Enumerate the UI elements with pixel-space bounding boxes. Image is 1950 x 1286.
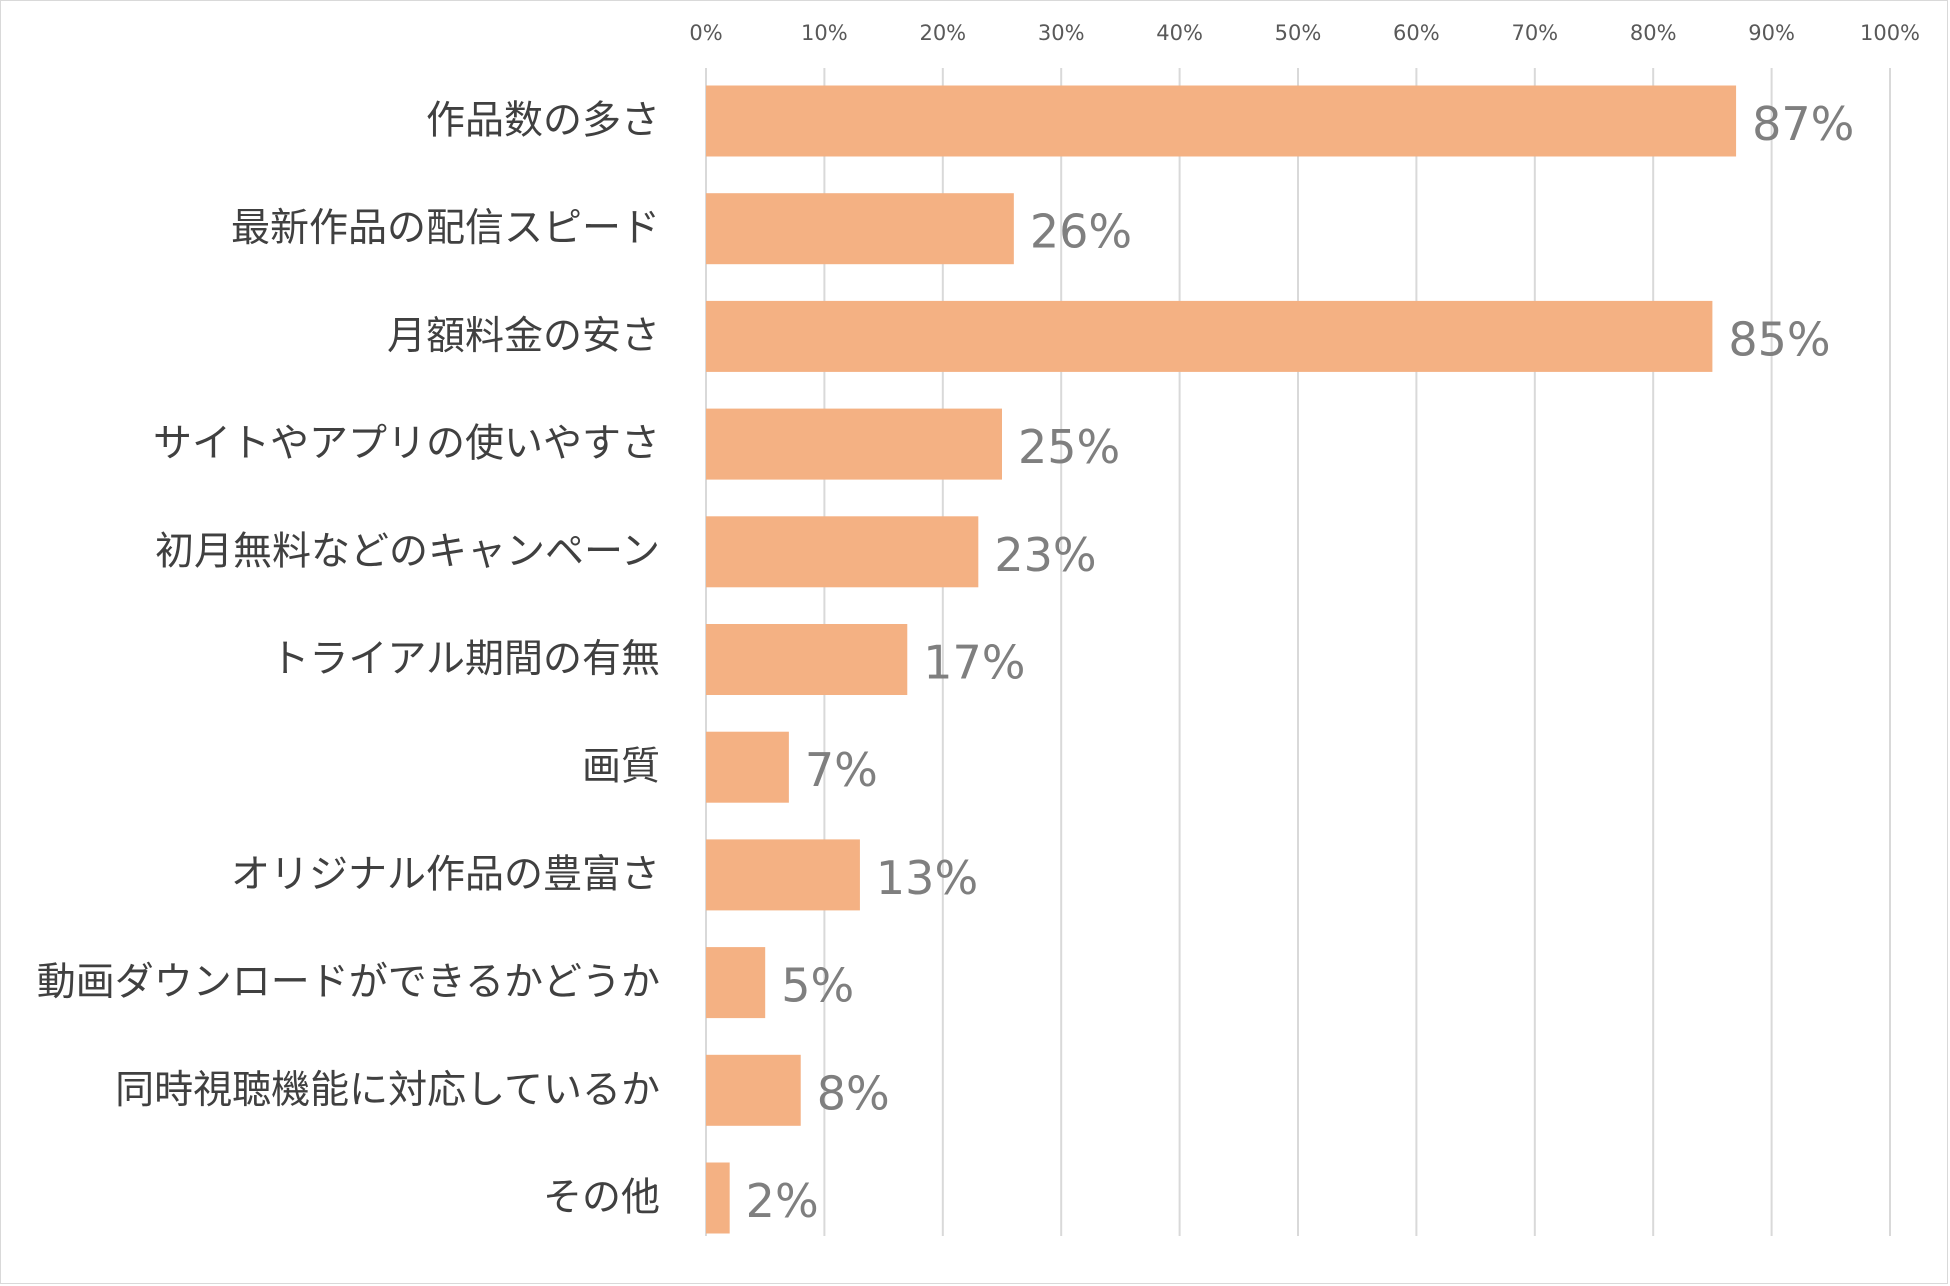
x-tick-label: 10% [801, 21, 848, 45]
data-label: 87% [1752, 97, 1854, 151]
bars [706, 85, 1737, 1234]
x-tick-label: 0% [689, 21, 722, 45]
data-label: 17% [923, 636, 1025, 690]
data-label: 85% [1728, 312, 1830, 366]
data-label: 2% [746, 1174, 819, 1228]
category-label: 画質 [582, 745, 660, 790]
category-label: 作品数の多さ [426, 99, 660, 144]
x-tick-label: 20% [919, 21, 966, 45]
data-labels: 87% 26% 85% 25% 23% 17% 7% 13% 5% 8% 2% [746, 97, 1855, 1228]
x-tick-label: 70% [1511, 21, 1558, 45]
category-label: 動画ダウンロードができるかどうか [37, 960, 660, 1005]
bar [706, 300, 1713, 372]
category-label: 同時視聴機能に対応しているか [115, 1068, 660, 1113]
data-label: 13% [876, 851, 978, 905]
category-label: 初月無料などのキャンペーン [155, 529, 660, 574]
category-label: その他 [543, 1176, 660, 1221]
category-label: 月額料金の安さ [387, 314, 660, 359]
bar [706, 193, 1014, 265]
bar [706, 839, 860, 911]
category-label: オリジナル作品の豊富さ [231, 852, 660, 897]
bar [706, 624, 908, 695]
data-label: 7% [805, 743, 878, 797]
bar [706, 516, 979, 588]
x-tick-label: 80% [1630, 21, 1677, 45]
data-label: 5% [781, 959, 854, 1013]
category-label: サイトやアプリの使いやすさ [153, 422, 660, 467]
bar [706, 947, 766, 1019]
bar [706, 408, 1002, 480]
category-label: トライアル期間の有無 [270, 637, 660, 682]
x-tick-label: 100% [1860, 21, 1920, 45]
data-label: 8% [817, 1066, 890, 1120]
bar [706, 1162, 730, 1234]
data-label: 26% [1030, 205, 1132, 259]
x-tick-label: 60% [1393, 21, 1440, 45]
bar [706, 85, 1737, 157]
bar [706, 731, 789, 803]
x-axis-ticks: 0% 10% 20% 30% 40% 50% 60% 70% 80% 90% 100% [689, 21, 1920, 45]
data-label: 23% [994, 528, 1096, 582]
x-tick-label: 50% [1275, 21, 1322, 45]
category-label: 最新作品の配信スピード [231, 206, 660, 251]
bar [706, 1054, 801, 1126]
category-labels: 作品数の多さ最新作品の配信スピード月額料金の安さサイトやアプリの使いやすさ初月無… [37, 99, 660, 1221]
x-tick-label: 30% [1038, 21, 1085, 45]
x-tick-label: 90% [1748, 21, 1795, 45]
data-label: 25% [1018, 420, 1120, 474]
x-tick-label: 40% [1156, 21, 1203, 45]
